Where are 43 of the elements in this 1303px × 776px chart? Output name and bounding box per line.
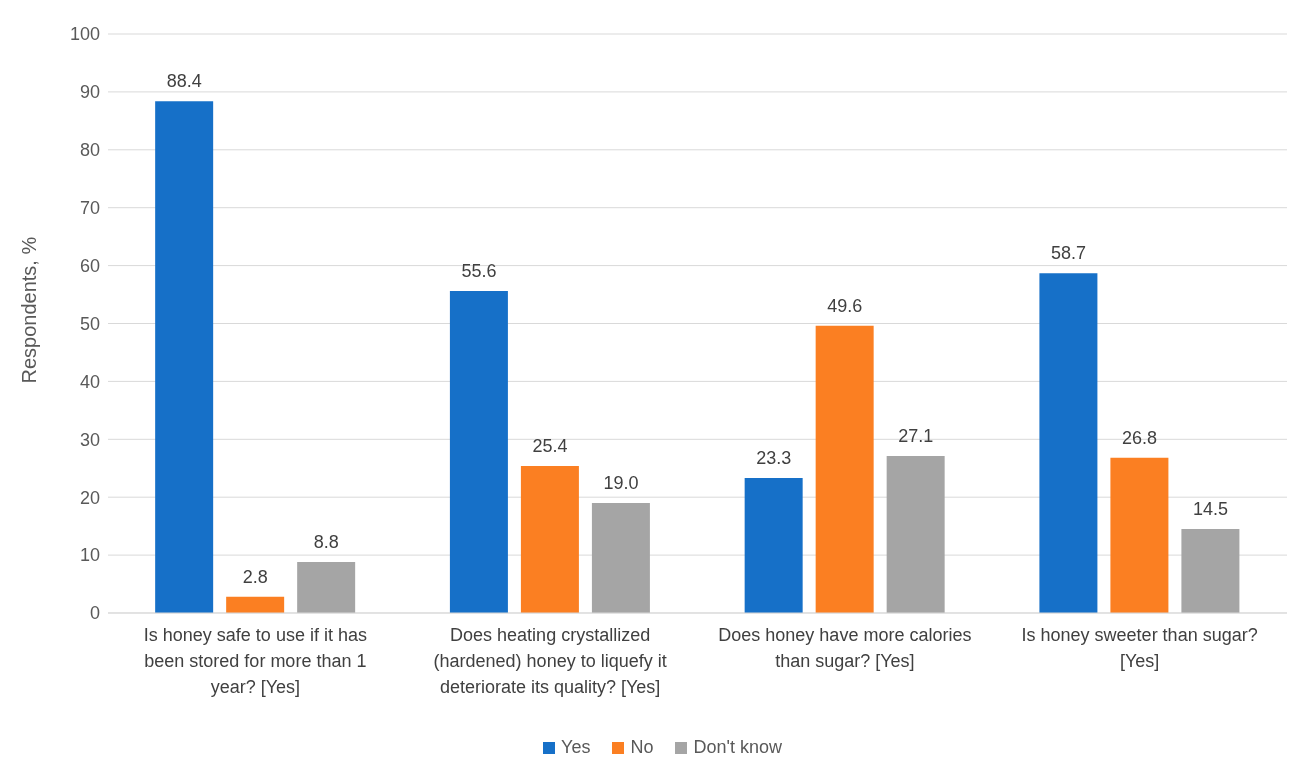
legend-label: Yes xyxy=(561,737,591,758)
bar xyxy=(1039,273,1098,613)
legend-label: Don't know xyxy=(693,737,782,758)
bar xyxy=(449,291,508,613)
bar xyxy=(520,465,579,613)
bar xyxy=(155,101,214,613)
y-tick-label: 30 xyxy=(79,429,100,450)
y-tick-label: 80 xyxy=(79,140,100,161)
x-tick-label: Does heating crystallized (hardened) honey to liquefy it deteriorate its quality? [Yes] xyxy=(433,625,667,697)
data-label: 55.6 xyxy=(461,261,497,282)
bar xyxy=(744,478,803,613)
data-label: 88.4 xyxy=(166,71,202,92)
x-tick-label: Does honey have more calories than sugar? [Yes] xyxy=(718,625,972,671)
y-tick-label: 10 xyxy=(79,545,100,566)
y-tick-label: 60 xyxy=(79,255,100,276)
data-label: 19.0 xyxy=(603,472,639,493)
bar xyxy=(815,325,874,613)
bar xyxy=(1110,457,1169,613)
y-tick-label: 70 xyxy=(79,198,100,219)
y-axis-title: Respondents, % xyxy=(18,236,41,384)
data-label: 58.7 xyxy=(1050,243,1086,264)
bar xyxy=(886,456,945,613)
y-tick-label: 20 xyxy=(79,487,100,508)
y-tick-label: 90 xyxy=(79,82,100,103)
y-tick-label: 0 xyxy=(89,603,100,624)
data-label: 49.6 xyxy=(827,295,863,316)
y-tick-label: 50 xyxy=(79,313,100,334)
data-label: 25.4 xyxy=(532,435,568,456)
data-label: 26.8 xyxy=(1121,427,1157,448)
bar xyxy=(1181,529,1240,613)
data-label: 23.3 xyxy=(756,448,792,469)
legend-label: No xyxy=(630,737,654,758)
bar xyxy=(226,596,285,613)
bar xyxy=(591,502,650,613)
y-tick-label: 100 xyxy=(69,24,100,45)
y-tick-label: 40 xyxy=(79,371,100,392)
bar xyxy=(297,562,356,613)
data-label: 8.8 xyxy=(313,532,339,553)
data-label: 2.8 xyxy=(242,566,268,587)
x-tick-label: Is honey safe to use if it has been stored for more than 1 year? [Yes] xyxy=(143,625,367,697)
x-tick-label: Is honey sweeter than sugar? [Yes] xyxy=(1021,625,1258,671)
data-label: 14.5 xyxy=(1192,499,1228,520)
data-label: 27.1 xyxy=(898,426,934,447)
